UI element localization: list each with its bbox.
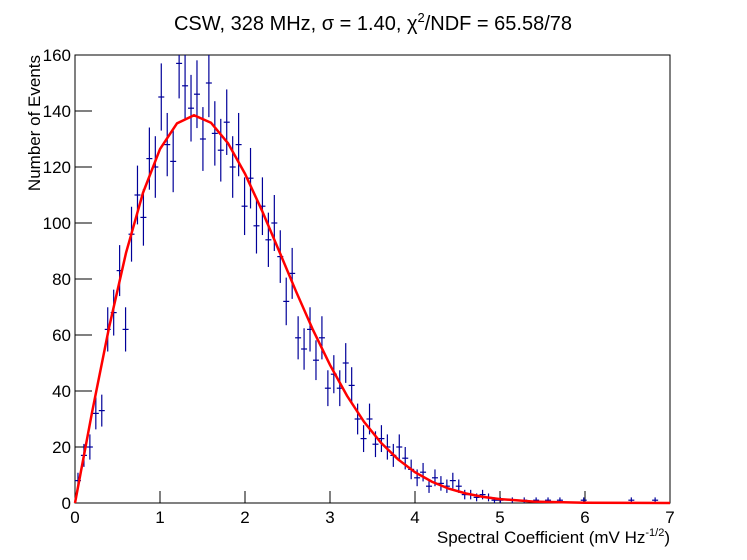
title-sup: 2 [417,10,424,25]
x-tick-label: 6 [580,508,589,527]
y-tick-label: 40 [52,382,71,401]
y-tick-label: 120 [43,158,71,177]
x-label-part: ) [664,528,670,547]
x-tick-label: 7 [665,508,674,527]
y-tick-label: 140 [43,102,71,121]
x-tick-label: 0 [70,508,79,527]
x-label-sup: -1/2 [645,527,664,539]
x-tick-label: 2 [240,508,249,527]
x-tick-label: 3 [325,508,334,527]
fit-curve [73,113,671,505]
y-axis-label: Number of Events [25,55,44,191]
title-part: CSW, 328 MHz, σ = 1.40, χ [174,13,418,35]
y-tick-label: 160 [43,46,71,65]
y-tick-label: 60 [52,326,71,345]
x-axis-label: Spectral Coefficient (mV Hz-1/2) [437,527,670,547]
x-tick-label: 4 [410,508,419,527]
x-label-part: Spectral Coefficient (mV Hz [437,528,645,547]
y-tick-label: 80 [52,270,71,289]
y-tick-label: 20 [52,438,71,457]
title-part: /NDF = 65.58/78 [425,13,572,35]
x-tick-label: 1 [155,508,164,527]
chart-title: CSW, 328 MHz, σ = 1.40, χ2/NDF = 65.58/7… [174,10,572,35]
y-tick-label: 0 [62,494,71,513]
x-tick-label: 5 [495,508,504,527]
y-tick-label: 100 [43,214,71,233]
